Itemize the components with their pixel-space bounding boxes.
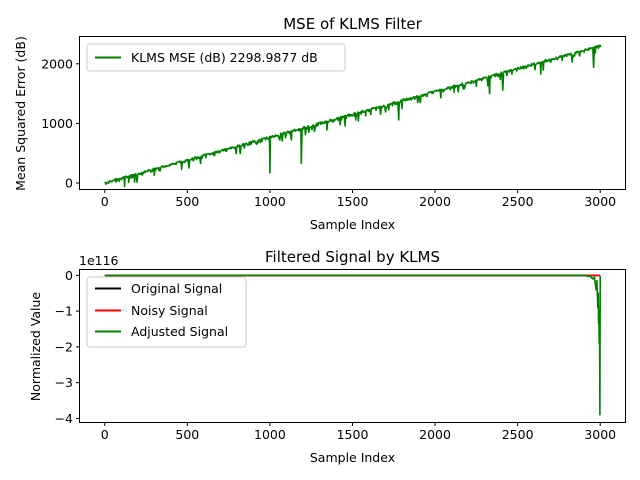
signal-axes-frame [79,269,626,423]
x-tick-label: 0 [101,427,109,442]
signal-axis-ticks: 0 500 1000 1500 2000 2500 3000 0 −1 −2 −3 −4 [55,268,617,442]
y-tick-label: −1 [55,304,73,319]
x-tick-label: 1500 [337,194,369,209]
legend-entry-adjusted: Adjusted Signal [131,324,228,339]
mse-y-axis-label: Mean Squared Error (dB) [13,36,28,191]
y-tick-label: −3 [55,375,73,390]
y-tick-label: −2 [55,339,73,354]
signal-legend-box [86,276,247,348]
mse-legend: KLMS MSE (dB) 2298.9877 dB [86,43,346,72]
signal-x-axis-label: Sample Index [310,450,395,465]
y-tick-label: 2000 [41,56,73,71]
signal-chart-title: Filtered Signal by KLMS [265,248,440,266]
mse-axes-frame [79,36,626,190]
mse-legend-box [86,43,346,72]
x-tick-label: 2000 [419,427,451,442]
x-tick-label: 500 [175,427,199,442]
signal-legend: Original Signal Noisy Signal Adjusted Si… [86,276,247,348]
signal-subplot: Filtered Signal by KLMS Sample Index Nor… [28,248,626,465]
mse-plot-area [104,44,602,188]
x-tick-label: 2500 [502,427,534,442]
legend-entry-original: Original Signal [131,281,222,296]
x-tick-label: 3000 [584,427,616,442]
mse-legend-entry: KLMS MSE (dB) 2298.9877 dB [131,50,318,65]
x-tick-label: 2500 [502,194,534,209]
mse-x-axis-label: Sample Index [310,217,395,232]
legend-entry-noisy: Noisy Signal [131,303,208,318]
x-tick-label: 2000 [419,194,451,209]
y-tick-label: 0 [65,176,73,191]
x-tick-label: 500 [175,194,199,209]
series-line-klms-mse [104,44,602,188]
y-tick-label: 0 [65,268,73,283]
x-tick-label: 1000 [254,194,286,209]
signal-y-axis-label: Normalized Value [28,292,43,401]
x-tick-label: 3000 [584,194,616,209]
mse-chart-title: MSE of KLMS Filter [283,15,422,33]
x-tick-label: 1000 [254,427,286,442]
signal-y-offset-text: 1e116 [79,253,119,268]
y-tick-label: −4 [55,411,73,426]
x-tick-label: 1500 [337,427,369,442]
signal-plot-area [104,274,602,416]
x-tick-label: 0 [101,194,109,209]
series-line-adjusted [104,274,602,416]
mse-subplot: MSE of KLMS Filter Sample Index Mean Squ… [13,15,626,232]
mse-axis-ticks: 0 500 1000 1500 2000 2500 3000 0 1000 2000 [41,56,616,209]
y-tick-label: 1000 [41,116,73,131]
